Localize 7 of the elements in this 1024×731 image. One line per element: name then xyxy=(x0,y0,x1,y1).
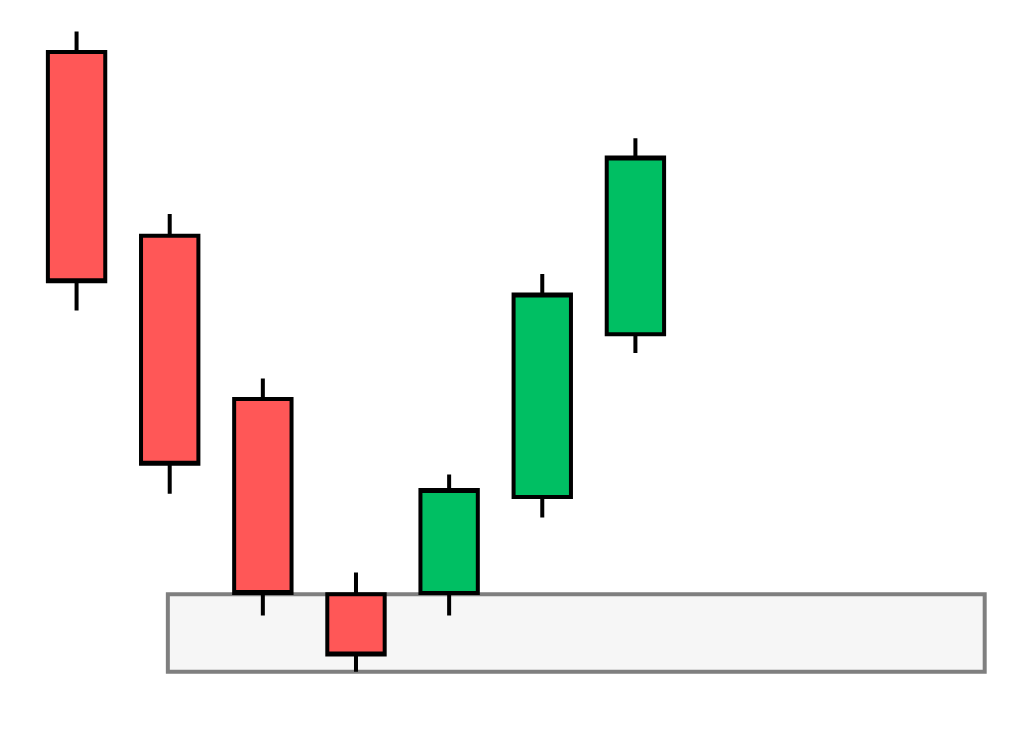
candlestick xyxy=(232,378,294,616)
candlestick xyxy=(139,213,201,494)
candlestick xyxy=(45,31,108,311)
candlestick xyxy=(418,474,480,616)
candlestick xyxy=(511,274,573,518)
candlestick xyxy=(325,572,387,672)
candlestick xyxy=(604,138,667,353)
